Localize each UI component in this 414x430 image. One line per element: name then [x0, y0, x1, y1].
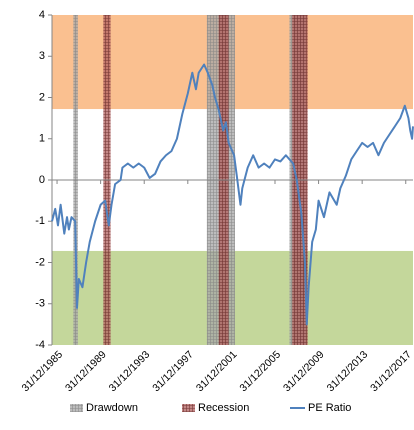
y-tick-label: -4 [35, 339, 45, 351]
legend-label: PE Ratio [308, 402, 351, 414]
y-tick-label: -2 [35, 256, 45, 268]
legend-label: Drawdown [86, 402, 138, 414]
x-tick-label: 31/12/2001 [194, 348, 240, 394]
x-tick-label: 31/12/2009 [281, 348, 327, 394]
x-tick-label: 31/12/1997 [150, 348, 196, 394]
x-tick-label: 31/12/2005 [237, 348, 283, 394]
y-tick-label: 4 [39, 9, 45, 21]
legend-swatch [182, 404, 195, 412]
x-tick-label: 31/12/1985 [19, 348, 65, 394]
y-tick-label: 1 [39, 133, 45, 145]
data-line [51, 63, 414, 326]
y-tick-label: -1 [35, 215, 45, 227]
y-tick-label: 2 [39, 91, 45, 103]
legend-swatch [70, 404, 83, 412]
y-tick-label: 3 [39, 50, 45, 62]
x-tick-label: 31/12/2013 [325, 348, 371, 394]
y-tick-label: -3 [35, 298, 45, 310]
x-tick-label: 31/12/1989 [63, 348, 109, 394]
legend-label: Recession [198, 402, 249, 414]
x-tick-label: 31/12/1993 [107, 348, 153, 394]
x-tick-label: 31/12/2017 [368, 348, 414, 394]
y-tick-label: 0 [39, 174, 45, 186]
